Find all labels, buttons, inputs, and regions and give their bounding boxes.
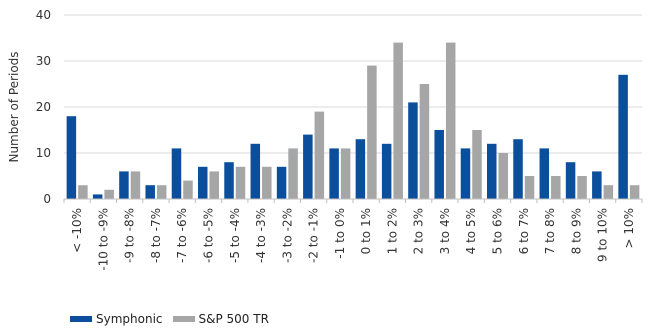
- bar-symphonic: [145, 185, 155, 199]
- bar-sp500: [524, 176, 535, 199]
- bar-sp500: [577, 176, 587, 199]
- bar-symphonic: [539, 148, 550, 199]
- bar-symphonic: [565, 162, 576, 199]
- bar-sp500: [314, 111, 325, 199]
- legend: Symphonic S&P 500 TR: [70, 311, 279, 327]
- bar-symphonic: [381, 143, 392, 199]
- bar-sp500: [104, 189, 114, 199]
- x-tick-label: -8 to -7%: [149, 208, 163, 263]
- x-tick-label: 5 to 6%: [491, 208, 505, 254]
- x-tick-label: 2 to 3%: [412, 208, 426, 254]
- y-tick-label: 10: [36, 146, 51, 160]
- bar-sp500: [78, 185, 88, 199]
- x-tick-label: -7 to -6%: [175, 208, 189, 263]
- bar-sp500: [603, 185, 614, 199]
- legend-item-sp500: S&P 500 TR: [172, 312, 269, 326]
- bar-symphonic: [66, 116, 77, 199]
- x-tick-label: 9 to 10%: [596, 208, 610, 262]
- bar-sp500: [235, 166, 246, 199]
- x-tick-label: -10 to -9%: [96, 208, 110, 271]
- bar-symphonic: [171, 148, 182, 199]
- bar-sp500: [445, 42, 456, 199]
- bar-sp500: [262, 166, 272, 199]
- bar-sp500: [393, 42, 403, 199]
- legend-swatch-symphonic: [70, 316, 92, 322]
- x-tick-label: 1 to 2%: [385, 208, 399, 254]
- bar-symphonic: [460, 148, 471, 199]
- bar-symphonic: [408, 102, 418, 199]
- bar-symphonic: [513, 139, 523, 199]
- legend-label-symphonic: Symphonic: [96, 312, 163, 326]
- x-tick-label: > 10%: [622, 208, 636, 249]
- bar-sp500: [367, 65, 377, 199]
- bar-symphonic: [224, 162, 234, 199]
- bar-sp500: [498, 153, 508, 199]
- bar-sp500: [209, 171, 219, 199]
- bar-sp500: [419, 84, 430, 199]
- x-tick-label: 8 to 9%: [569, 208, 583, 254]
- bar-sp500: [551, 176, 561, 199]
- x-tick-label: -9 to -8%: [123, 208, 137, 263]
- legend-label-sp500: S&P 500 TR: [198, 312, 269, 326]
- bar-symphonic: [355, 139, 366, 199]
- bar-sp500: [288, 148, 298, 199]
- axes: 0 10 20 30 40 < -10% -10 to -9% -9 to -8% -8 to …: [36, 8, 643, 271]
- bar-sp500: [472, 130, 482, 199]
- x-tick-label: 3 to 4%: [438, 208, 452, 254]
- x-tick-label: -1 to 0%: [333, 208, 347, 259]
- y-tick-label: 20: [36, 100, 51, 114]
- y-tick-label: 40: [36, 8, 51, 22]
- x-tick-label: -3 to -2%: [280, 208, 294, 263]
- x-tick-label: 6 to 7%: [517, 208, 531, 254]
- x-tick-label: 4 to 5%: [464, 208, 478, 254]
- bars: [66, 42, 640, 199]
- bar-symphonic: [276, 166, 287, 199]
- bar-sp500: [156, 185, 167, 199]
- legend-item-symphonic: Symphonic: [70, 312, 163, 326]
- bar-sp500: [183, 180, 193, 199]
- y-tick-label: 30: [36, 54, 51, 68]
- bar-symphonic: [198, 166, 208, 199]
- x-tick-label: 7 to 8%: [543, 208, 557, 254]
- bar-symphonic: [434, 130, 444, 199]
- bar-symphonic: [618, 74, 628, 199]
- bar-sp500: [130, 171, 141, 199]
- bar-symphonic: [92, 194, 103, 199]
- x-tick-label: 0 to 1%: [359, 208, 373, 254]
- bar-symphonic: [329, 148, 339, 199]
- bar-symphonic: [303, 134, 313, 199]
- x-tick-label: -6 to -5%: [202, 208, 216, 263]
- bar-symphonic: [487, 143, 497, 199]
- bar-sp500: [340, 148, 351, 199]
- bar-symphonic: [250, 143, 261, 199]
- gridlines: [64, 14, 642, 200]
- x-tick-label: -4 to -3%: [254, 208, 268, 263]
- bar-symphonic: [119, 171, 129, 199]
- legend-swatch-sp500: [172, 316, 195, 322]
- x-tick-label: < -10%: [70, 208, 84, 253]
- x-tick-label: -5 to -4%: [228, 208, 242, 263]
- y-tick-label: 0: [43, 192, 51, 206]
- bar-symphonic: [592, 171, 602, 199]
- y-axis-title: Number of Periods: [7, 51, 21, 162]
- x-tick-label: -2 to -1%: [307, 208, 321, 263]
- bar-sp500: [629, 185, 640, 199]
